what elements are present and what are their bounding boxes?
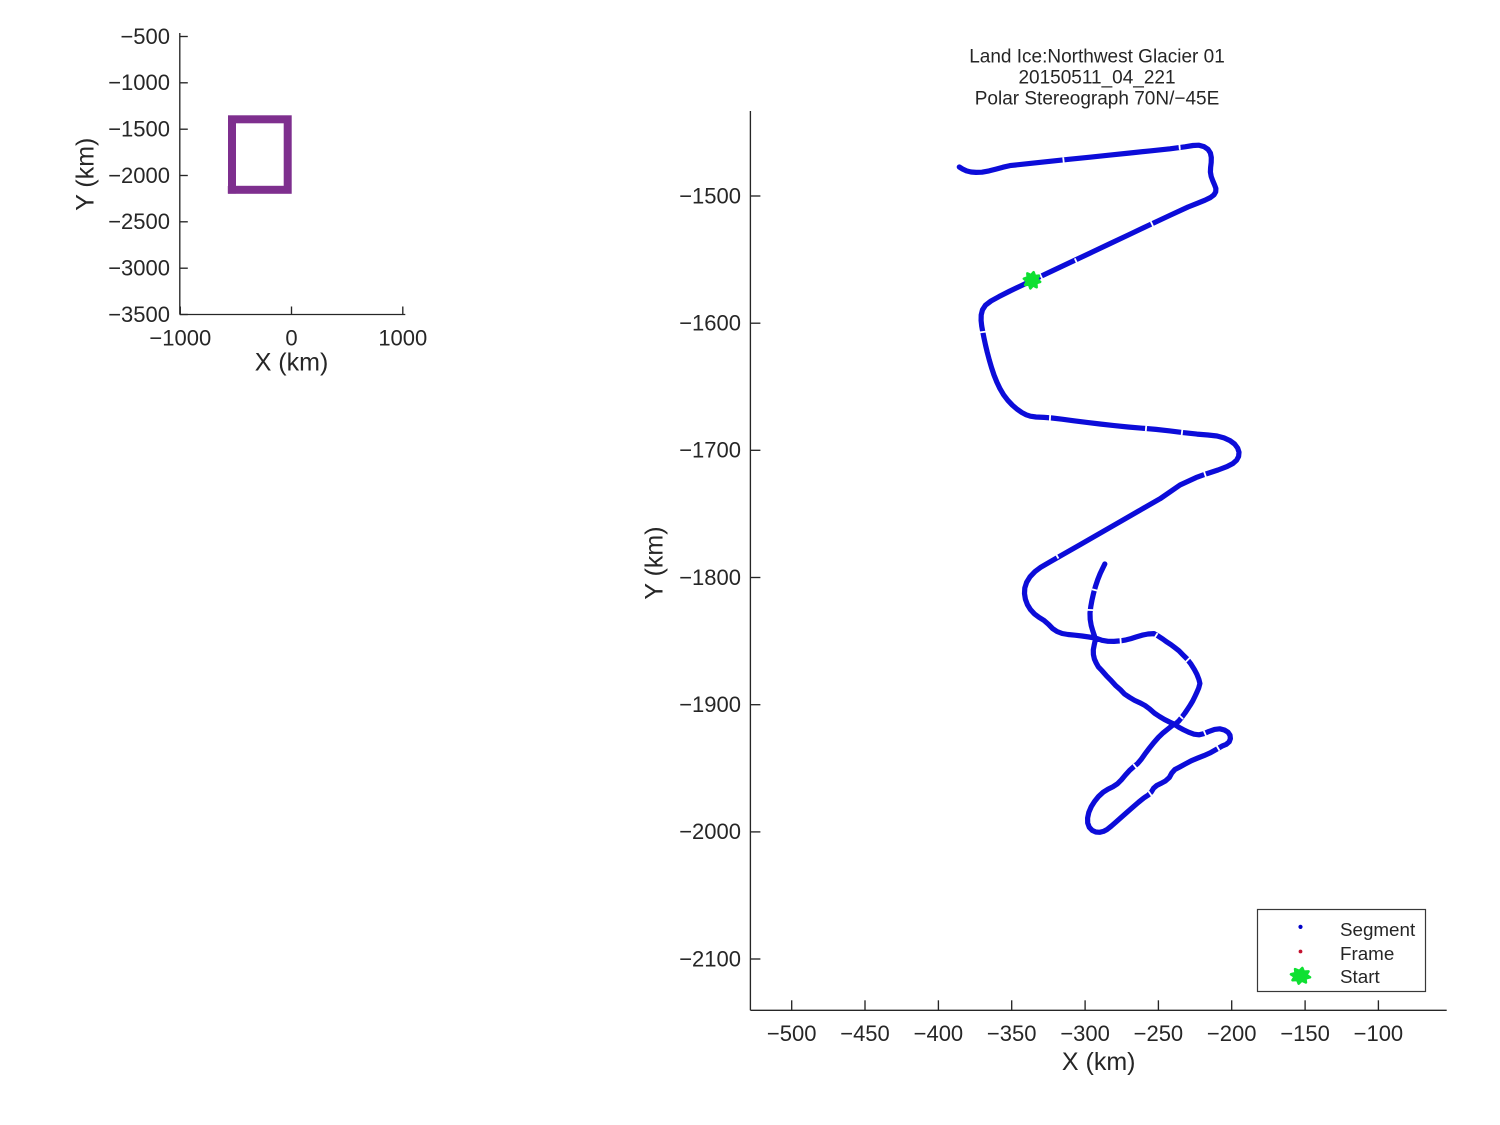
svg-text:−2000: −2000 xyxy=(108,163,170,188)
svg-text:Polar Stereograph 70N/−45E: Polar Stereograph 70N/−45E xyxy=(975,89,1220,110)
svg-text:−300: −300 xyxy=(1060,1021,1110,1046)
svg-text:Segment: Segment xyxy=(1340,919,1416,940)
svg-text:0: 0 xyxy=(285,326,297,351)
svg-text:−1900: −1900 xyxy=(679,692,741,717)
svg-text:−2500: −2500 xyxy=(108,209,170,234)
svg-text:−1000: −1000 xyxy=(149,326,211,351)
svg-text:−200: −200 xyxy=(1207,1021,1257,1046)
svg-text:Start: Start xyxy=(1340,966,1380,987)
svg-text:−150: −150 xyxy=(1280,1021,1330,1046)
svg-text:−1500: −1500 xyxy=(108,117,170,142)
svg-text:−500: −500 xyxy=(120,24,170,49)
svg-text:−1600: −1600 xyxy=(679,311,741,336)
svg-text:−100: −100 xyxy=(1354,1021,1404,1046)
svg-text:−500: −500 xyxy=(767,1021,817,1046)
svg-text:X (km): X (km) xyxy=(255,349,329,377)
svg-text:−1700: −1700 xyxy=(679,438,741,463)
svg-text:−3000: −3000 xyxy=(108,256,170,281)
svg-text:X (km): X (km) xyxy=(1062,1048,1136,1076)
svg-text:Y (km): Y (km) xyxy=(72,138,100,211)
svg-text:1000: 1000 xyxy=(378,326,427,351)
svg-text:−250: −250 xyxy=(1134,1021,1184,1046)
svg-text:Y (km): Y (km) xyxy=(641,526,669,599)
svg-text:−2000: −2000 xyxy=(679,819,741,844)
svg-text:−350: −350 xyxy=(987,1021,1037,1046)
svg-text:−1000: −1000 xyxy=(108,70,170,95)
svg-text:Frame: Frame xyxy=(1340,943,1394,964)
svg-text:−2100: −2100 xyxy=(679,946,741,971)
svg-text:−3500: −3500 xyxy=(108,302,170,327)
svg-text:−450: −450 xyxy=(840,1021,890,1046)
svg-text:Land Ice:Northwest Glacier 01: Land Ice:Northwest Glacier 01 xyxy=(969,47,1225,68)
svg-text:−400: −400 xyxy=(914,1021,964,1046)
svg-text:−1500: −1500 xyxy=(679,183,741,208)
svg-text:20150511_04_221: 20150511_04_221 xyxy=(1018,68,1175,89)
svg-text:−1800: −1800 xyxy=(679,565,741,590)
